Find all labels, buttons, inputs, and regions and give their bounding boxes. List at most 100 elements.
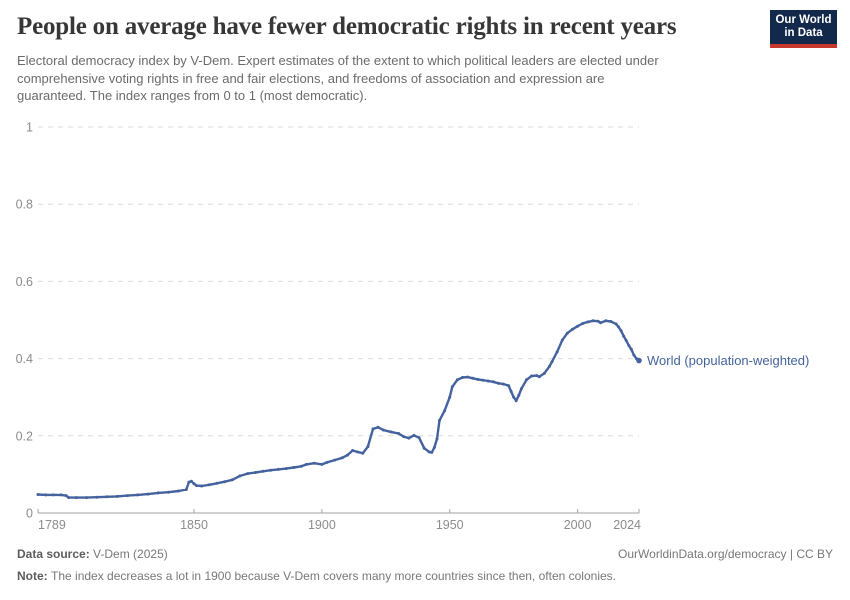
- data-point: [136, 493, 140, 497]
- owid-logo[interactable]: Our World in Data: [770, 10, 837, 48]
- data-point: [269, 468, 273, 472]
- data-point: [422, 446, 426, 450]
- data-point: [207, 483, 211, 487]
- data-point: [512, 395, 516, 399]
- data-point: [397, 432, 401, 435]
- data-point: [238, 474, 242, 478]
- data-point: [166, 490, 170, 494]
- data-point: [617, 325, 620, 329]
- data-point: [435, 437, 439, 441]
- data-point: [44, 493, 48, 497]
- data-point: [450, 385, 454, 389]
- data-point: [389, 430, 393, 434]
- data-point: [430, 450, 434, 454]
- data-point: [514, 399, 518, 403]
- chart-note: Note: The index decreases a lot in 1900 …: [17, 569, 833, 583]
- x-axis-tick-label: 1850: [180, 518, 208, 532]
- data-point: [614, 322, 618, 326]
- data-point: [325, 460, 329, 464]
- data-point: [51, 493, 55, 497]
- data-point: [261, 469, 265, 473]
- data-point: [115, 494, 119, 498]
- data-point: [402, 435, 406, 439]
- data-point: [156, 491, 160, 495]
- data-point: [126, 494, 129, 498]
- data-point: [591, 319, 595, 323]
- data-point: [517, 393, 521, 397]
- data-point: [481, 378, 485, 382]
- line-chart[interactable]: 0 0.2 0.4 0.6 0.8 1 1789 1850 1900 1950 2000 2024 Wo…: [0, 110, 850, 542]
- x-axis-tick-label: 1950: [436, 518, 464, 532]
- data-point: [361, 451, 365, 455]
- data-point: [542, 371, 546, 375]
- data-point: [85, 496, 89, 500]
- data-point: [596, 319, 600, 323]
- data-point: [230, 478, 234, 482]
- data-point: [215, 481, 219, 485]
- data-point: [627, 344, 631, 347]
- data-source-value: V-Dem (2025): [93, 547, 168, 561]
- data-point: [619, 329, 623, 333]
- y-axis-tick-label: 0: [26, 507, 33, 521]
- data-point: [340, 456, 344, 460]
- note-label: Note:: [17, 569, 48, 583]
- data-point: [427, 450, 431, 454]
- data-point: [312, 461, 316, 465]
- data-point: [629, 347, 633, 351]
- y-axis-tick-label: 0.4: [16, 352, 33, 366]
- data-point: [356, 450, 360, 454]
- data-point: [59, 493, 63, 497]
- series-line[interactable]: [36, 319, 641, 499]
- data-point: [305, 462, 308, 466]
- chart-subtitle: Electoral democracy index by V-Dem. Expe…: [17, 53, 659, 103]
- data-point: [292, 466, 296, 469]
- data-point: [486, 379, 490, 383]
- data-point: [609, 320, 613, 323]
- data-point: [537, 375, 541, 379]
- data-point: [491, 380, 495, 384]
- data-point: [146, 492, 150, 496]
- data-point: [74, 496, 78, 500]
- data-point: [366, 445, 370, 449]
- data-point: [189, 479, 193, 483]
- y-axis-tick-label: 0.2: [16, 429, 33, 443]
- logo-text-line1: Our World: [775, 14, 832, 26]
- data-point: [599, 321, 603, 325]
- data-point: [253, 471, 257, 474]
- data-point: [519, 387, 523, 391]
- data-point: [177, 489, 181, 493]
- data-point: [496, 381, 500, 385]
- data-point: [560, 338, 564, 342]
- data-point: [187, 480, 191, 484]
- note-value: The index decreases a lot in 1900 becaus…: [51, 569, 616, 583]
- data-point: [438, 418, 441, 422]
- data-point: [535, 374, 539, 378]
- data-point: [565, 331, 569, 335]
- data-point: [507, 384, 511, 388]
- data-point: [417, 436, 421, 440]
- y-axis-tick-label: 0.8: [16, 198, 33, 212]
- data-point: [550, 360, 554, 364]
- data-source-label: Data source:: [17, 547, 90, 561]
- data-point: [95, 495, 99, 499]
- data-point: [105, 495, 109, 499]
- data-point: [276, 467, 280, 471]
- x-axis-tick-label: 2024: [613, 518, 641, 532]
- data-point: [223, 480, 227, 484]
- data-point: [576, 324, 580, 328]
- data-point: [525, 378, 528, 382]
- series-end-label: World (population-weighted): [647, 353, 809, 368]
- data-point: [461, 376, 464, 379]
- y-axis-tick-label: 1: [26, 121, 33, 135]
- x-axis-tick-label: 2000: [564, 518, 592, 532]
- license-link[interactable]: OurWorldinData.org/democracy | CC BY: [618, 547, 833, 561]
- x-axis-tick-label: 1900: [308, 518, 336, 532]
- data-point: [299, 464, 303, 468]
- data-point: [555, 350, 559, 354]
- data-point: [320, 462, 324, 466]
- data-point: [376, 425, 380, 429]
- data-point: [443, 409, 447, 413]
- data-point: [466, 375, 470, 379]
- data-point: [195, 484, 199, 488]
- data-point: [604, 319, 608, 323]
